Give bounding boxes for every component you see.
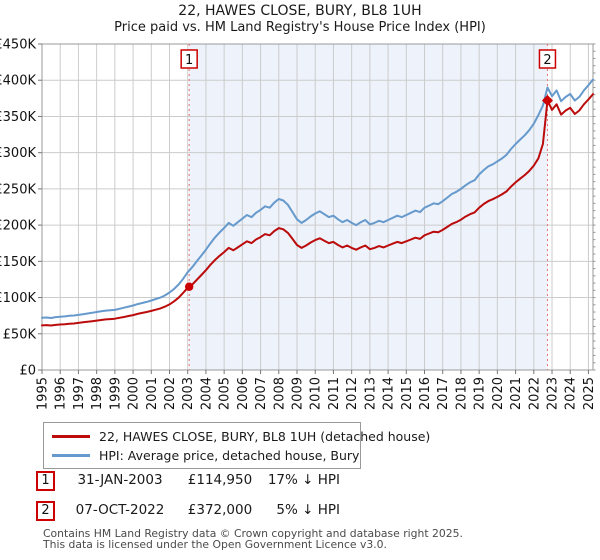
svg-text:2025: 2025 [582, 377, 597, 410]
svg-text:2022: 2022 [527, 377, 542, 410]
svg-text:1997: 1997 [72, 377, 87, 410]
svg-text:£300K: £300K [0, 146, 36, 161]
svg-text:£50K: £50K [3, 327, 37, 342]
svg-text:2013: 2013 [363, 377, 378, 410]
footer-copyright: Contains HM Land Registry data © Crown c… [43, 527, 463, 540]
sale-row-1: 1 31-JAN-2003 £114,950 17% ↓ HPI [0, 471, 600, 491]
svg-text:1995: 1995 [36, 377, 51, 410]
svg-text:2010: 2010 [309, 377, 324, 410]
price-paid-line-icon [52, 435, 90, 438]
svg-text:2020: 2020 [491, 377, 506, 410]
sale-price: £114,950 [187, 472, 253, 488]
svg-text:£0: £0 [19, 364, 36, 379]
svg-text:2001: 2001 [145, 377, 160, 410]
svg-text:£100K: £100K [0, 291, 36, 306]
sale-number-badge: 1 [36, 471, 55, 491]
svg-text:2011: 2011 [327, 377, 342, 410]
chart-subtitle: Price paid vs. HM Land Registry's House … [114, 20, 486, 35]
svg-text:2008: 2008 [272, 377, 287, 410]
legend-item-price-paid: 22, HAWES CLOSE, BURY, BL8 1UH (detached… [44, 427, 430, 446]
svg-text:1998: 1998 [90, 377, 105, 410]
svg-text:£150K: £150K [0, 255, 36, 270]
svg-text:1996: 1996 [54, 377, 69, 410]
legend-box: 22, HAWES CLOSE, BURY, BL8 1UH (detached… [43, 422, 430, 469]
svg-text:£200K: £200K [0, 219, 36, 234]
sale-hpi-diff: 17% ↓ HPI [267, 472, 340, 488]
svg-text:2015: 2015 [400, 377, 415, 410]
svg-text:2017: 2017 [436, 377, 451, 410]
svg-text:1999: 1999 [108, 377, 123, 410]
sale-row-2: 2 07-OCT-2022 £372,000 5% ↓ HPI [0, 501, 600, 521]
chart-title: 22, HAWES CLOSE, BURY, BL8 1UH [178, 3, 422, 19]
svg-text:2012: 2012 [345, 377, 360, 410]
svg-text:2000: 2000 [127, 377, 142, 410]
legend-label-hpi: HPI: Average price, detached house, Bury [99, 448, 360, 463]
svg-text:1: 1 [185, 53, 193, 68]
legend-label-price-paid: 22, HAWES CLOSE, BURY, BL8 1UH (detached… [99, 429, 431, 444]
sale-date: 07-OCT-2022 [75, 502, 165, 518]
sale-date: 31-JAN-2003 [77, 472, 163, 488]
price-chart: 1 2 £0 £50K £100K £150K £200K £250K £300K £350K £4… [0, 38, 597, 411]
svg-text:£350K: £350K [0, 110, 36, 125]
svg-text:2004: 2004 [199, 377, 214, 410]
svg-text:2019: 2019 [473, 377, 488, 410]
svg-text:2003: 2003 [181, 377, 196, 410]
svg-text:2007: 2007 [254, 377, 269, 410]
svg-text:2002: 2002 [163, 377, 178, 410]
hpi-line-icon [52, 454, 90, 457]
legend-item-hpi: HPI: Average price, detached house, Bury [44, 446, 360, 465]
sale-hpi-diff: 5% ↓ HPI [276, 502, 340, 518]
svg-text:£250K: £250K [0, 182, 36, 197]
svg-text:2009: 2009 [291, 377, 306, 410]
svg-text:2005: 2005 [218, 377, 233, 410]
svg-text:£400K: £400K [0, 74, 36, 89]
svg-text:2016: 2016 [418, 377, 433, 410]
svg-text:2024: 2024 [564, 377, 579, 410]
svg-text:£450K: £450K [0, 38, 36, 53]
svg-text:2021: 2021 [509, 377, 524, 410]
svg-text:2006: 2006 [236, 377, 251, 410]
svg-text:2: 2 [543, 53, 551, 68]
svg-text:2023: 2023 [546, 377, 561, 410]
sale-price: £372,000 [187, 502, 253, 518]
sale-number-badge: 2 [36, 501, 55, 521]
footer-licence: This data is licensed under the Open Gov… [43, 538, 387, 551]
svg-text:2018: 2018 [454, 377, 469, 410]
svg-text:2014: 2014 [382, 377, 397, 410]
